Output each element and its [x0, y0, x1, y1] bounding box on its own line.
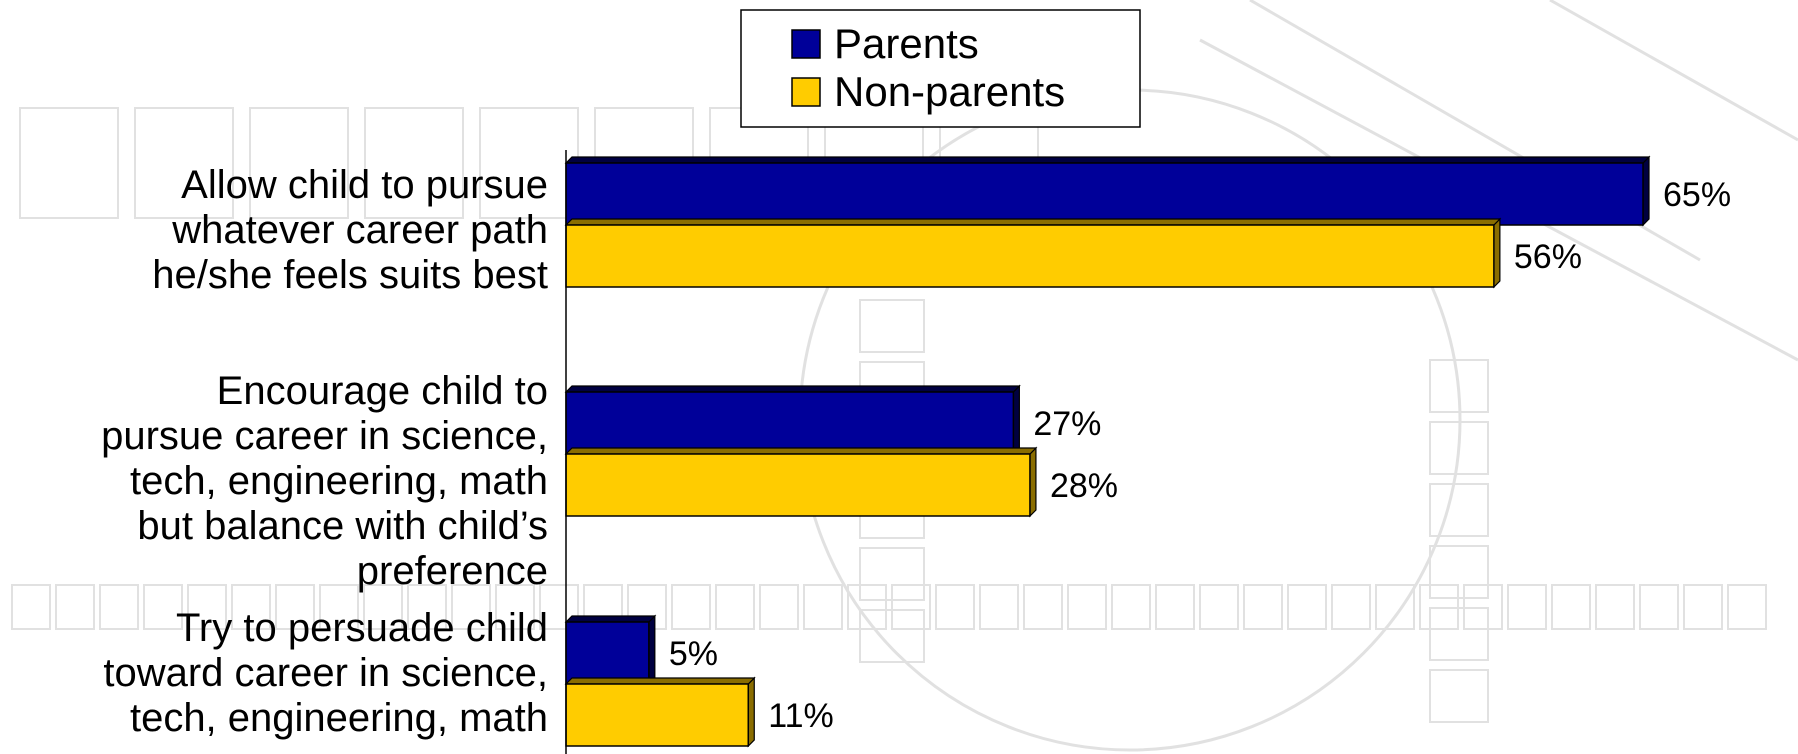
bg-square [275, 584, 315, 630]
bg-square [671, 584, 711, 630]
bar-front-non-parents-3 [565, 683, 750, 747]
bar-side-parents-1 [1642, 155, 1650, 227]
bar-side-parents-3 [648, 614, 656, 686]
bg-square [1155, 584, 1195, 630]
bg-square [231, 584, 271, 630]
bar-front-parents-1 [565, 162, 1644, 226]
bar-front-parents-3 [565, 621, 650, 685]
bg-square [1199, 584, 1239, 630]
bg-square [847, 584, 887, 630]
bg-square [1639, 584, 1679, 630]
bg-square [187, 584, 227, 630]
bg-square [11, 584, 51, 630]
category-label-1-line-2: whatever career path [171, 208, 548, 252]
legend-label-parents: Parents [834, 20, 979, 67]
category-label-1-line-1: Allow child to pursue [181, 163, 548, 207]
bar-side-non-parents-1 [1493, 217, 1501, 289]
data-label-non-parents-2: 28% [1050, 467, 1118, 505]
category-label-2-line-2: pursue career in science, [101, 414, 548, 458]
category-label-2-line-1: Encourage child to [217, 369, 548, 413]
bg-square [1287, 584, 1327, 630]
bg-square [1243, 584, 1283, 630]
bg-square [495, 584, 535, 630]
data-label-parents-1: 65% [1663, 176, 1731, 214]
bar-non-parents-2 [564, 446, 1038, 518]
category-label-2-line-5: preference [357, 549, 548, 593]
bar-side-parents-2 [1012, 384, 1020, 456]
bg-square [859, 547, 925, 601]
bg-square [859, 609, 925, 663]
bar-front-parents-2 [565, 391, 1015, 455]
bg-square [363, 584, 403, 630]
bg-panel [19, 107, 119, 219]
bg-panel [134, 107, 234, 219]
category-label-2-line-4: but balance with child’s [137, 504, 548, 548]
bar-top-non-parents-3 [564, 677, 756, 685]
bg-square [859, 299, 925, 353]
data-label-non-parents-1: 56% [1514, 238, 1582, 276]
bg-square [1067, 584, 1107, 630]
bar-top-parents-3 [564, 615, 657, 623]
bg-square [935, 584, 975, 630]
bar-side-non-parents-3 [747, 676, 755, 748]
category-label-3-line-3: tech, engineering, math [130, 696, 548, 740]
bar-top-non-parents-1 [564, 218, 1502, 226]
bg-panel [364, 107, 464, 219]
data-label-parents-3: 5% [669, 635, 718, 673]
bg-square [1551, 584, 1591, 630]
bar-non-parents-1 [564, 217, 1502, 289]
category-label-2-line-3: tech, engineering, math [130, 459, 548, 503]
bg-square [319, 584, 359, 630]
legend-swatch-non-parents [791, 77, 821, 107]
bg-square [803, 584, 843, 630]
bg-panel [249, 107, 349, 219]
data-label-parents-2: 27% [1033, 405, 1101, 443]
bg-square [1375, 584, 1415, 630]
bg-square [1727, 584, 1767, 630]
bg-square [1429, 483, 1489, 537]
category-label-3-line-2: toward career in science, [103, 651, 548, 695]
bars [564, 150, 1651, 754]
category-label-3-line-1: Try to persuade child [176, 606, 548, 650]
bg-square [1429, 669, 1489, 723]
bar-parents-2 [564, 384, 1021, 456]
legend-swatch-parents [791, 29, 821, 59]
legend-label-non-parents: Non-parents [834, 68, 1065, 115]
bg-square [451, 584, 491, 630]
category-label-1-line-3: he/she feels suits best [152, 253, 548, 297]
bg-square [55, 584, 95, 630]
bar-side-non-parents-2 [1029, 446, 1037, 518]
bg-square [715, 584, 755, 630]
bg-square [539, 584, 579, 630]
bg-square [1331, 584, 1371, 630]
bg-square [979, 584, 1019, 630]
bg-square [99, 584, 139, 630]
bar-top-parents-1 [564, 156, 1651, 164]
bar-parents-3 [564, 614, 657, 686]
bg-square [1429, 607, 1489, 661]
bg-square [1429, 545, 1489, 599]
bg-square [1023, 584, 1063, 630]
bar-parents-1 [564, 155, 1651, 227]
bar-top-parents-2 [564, 385, 1021, 393]
data-label-non-parents-3: 11% [768, 697, 834, 735]
bg-square [407, 584, 447, 630]
bar-non-parents-3 [564, 676, 756, 748]
bar-front-non-parents-1 [565, 224, 1495, 288]
bg-square [1683, 584, 1723, 630]
bar-front-non-parents-2 [565, 453, 1031, 517]
bg-square [1111, 584, 1151, 630]
bar-top-non-parents-2 [564, 447, 1038, 455]
bg-square [891, 584, 931, 630]
bg-square [1595, 584, 1635, 630]
bg-square [143, 584, 183, 630]
bg-square [1507, 584, 1547, 630]
bg-square [759, 584, 799, 630]
